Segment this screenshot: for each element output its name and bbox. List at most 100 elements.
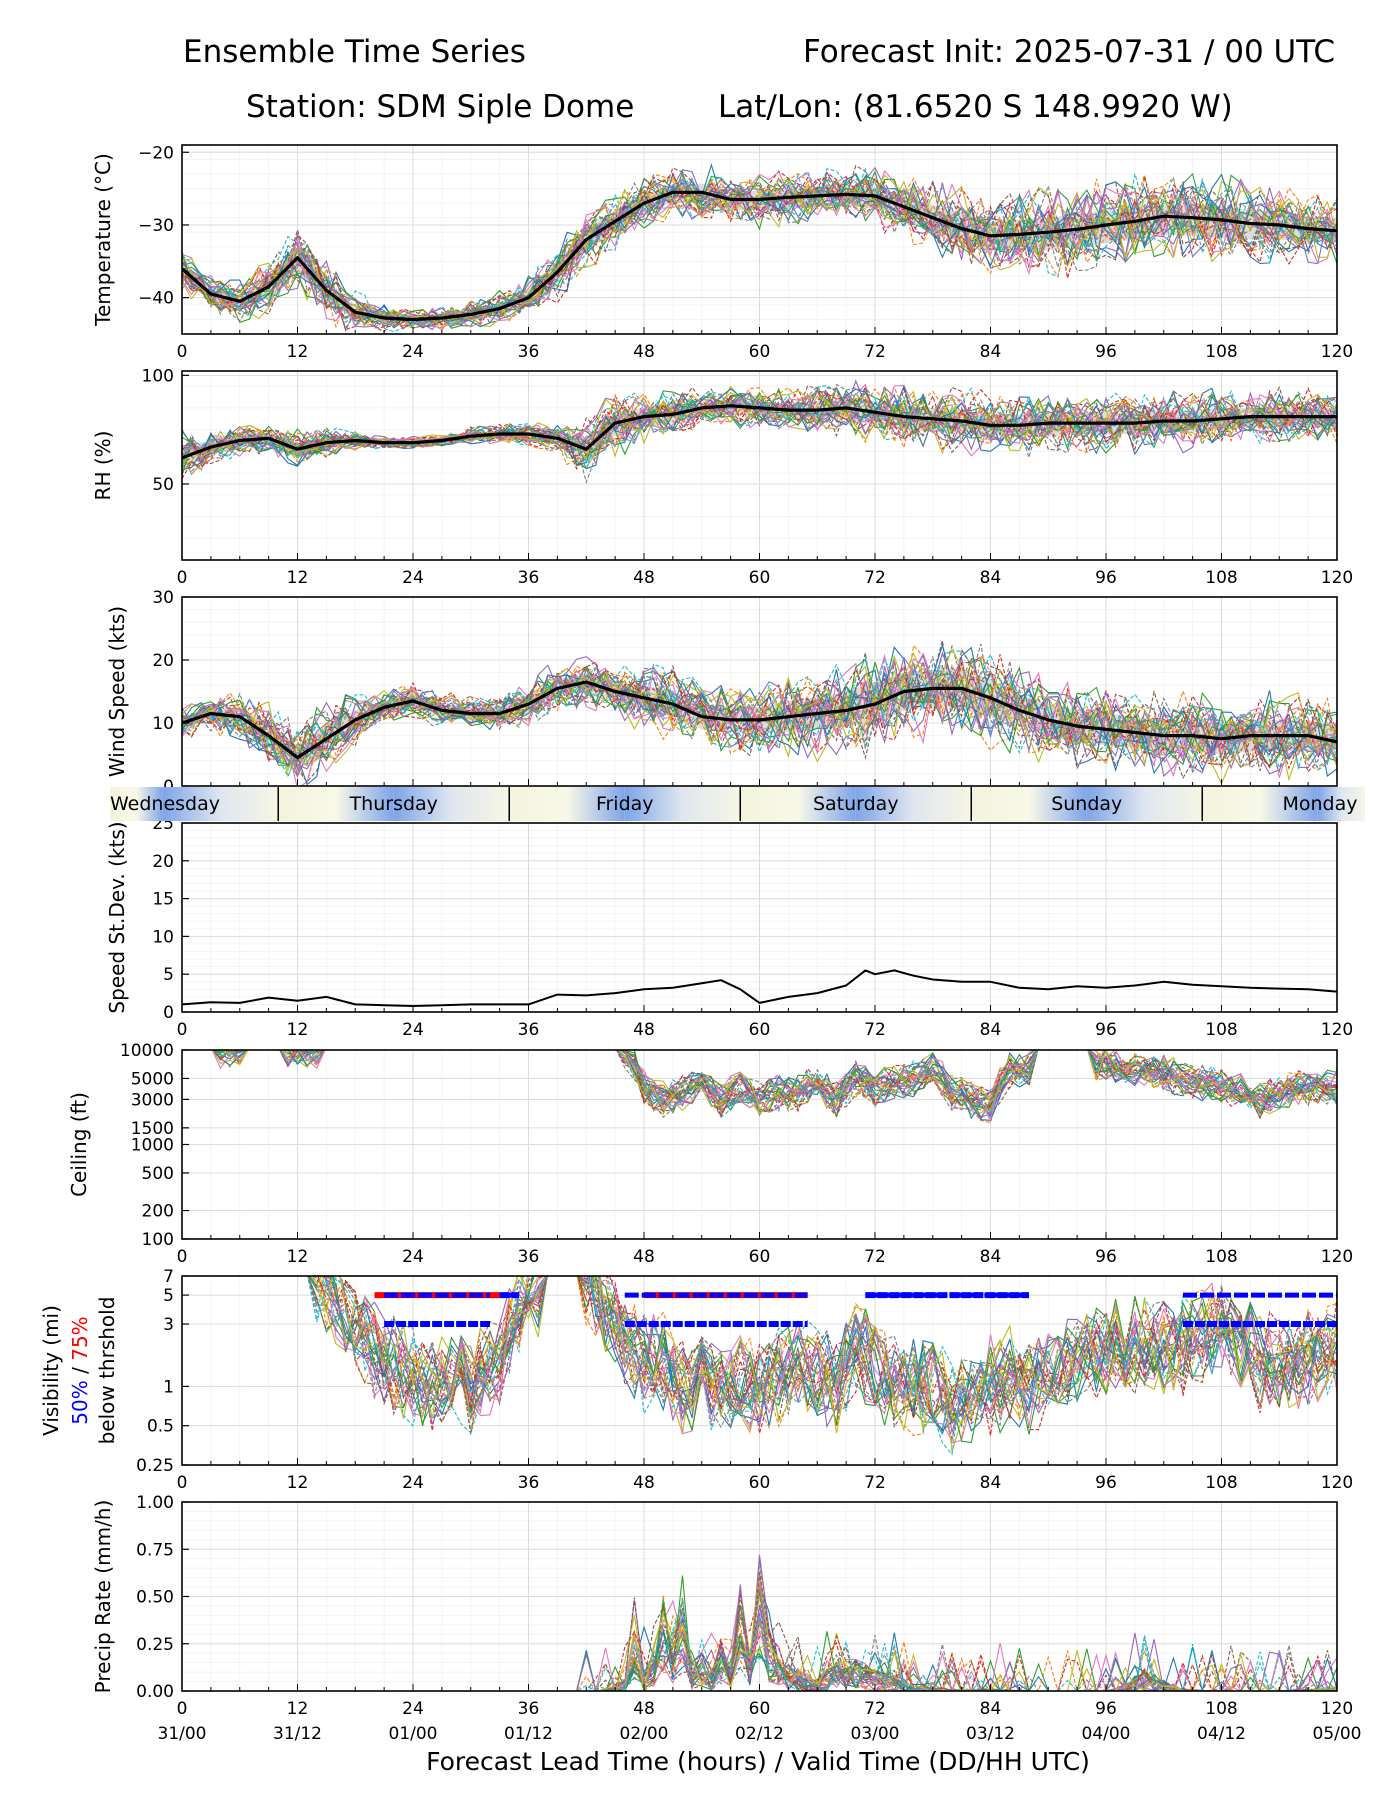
x-tick-label: 0 (177, 1020, 188, 1040)
member-line (212, 1050, 1337, 1120)
x-tick-label: 12 (287, 568, 309, 588)
x-tick-label: 72 (864, 1247, 886, 1267)
valid-time-label: 05/00 (1313, 1724, 1362, 1744)
y-axis-label-sub: below thrshold (95, 1297, 119, 1445)
y-tick-label: 0.5 (147, 1417, 174, 1437)
day-label: Friday (596, 793, 654, 815)
member-line (325, 1276, 1337, 1456)
station-label: Station: SDM Siple Dome (246, 89, 634, 125)
title-left: Ensemble Time Series (183, 34, 526, 70)
y-axis-label-thresholds: 50% / 75% (68, 1316, 92, 1424)
day-segment (1202, 787, 1318, 821)
x-tick-label: 120 (1321, 568, 1353, 588)
panel-wind: 3020100Wind Speed (kts) (105, 588, 1338, 797)
member-line (308, 1276, 1337, 1433)
spread-band (182, 399, 1337, 469)
x-tick-label: 84 (980, 1699, 1002, 1719)
y-ticks-rh: 100 50 (142, 366, 189, 495)
valid-time-label: 31/00 (158, 1724, 207, 1744)
y-tick-label: 500 (142, 1164, 174, 1184)
y-tick-label: 30 (152, 588, 174, 608)
day-label: Sunday (1051, 793, 1122, 815)
x-ticks-rh: 0 12 24 36 48 60 72 84 96 108 120 (177, 553, 1353, 588)
x-tick-label: 24 (402, 568, 424, 588)
x-tick-label: 108 (1205, 1247, 1237, 1267)
x-tick-label: 36 (518, 1247, 540, 1267)
x-tick-label: 108 (1205, 568, 1237, 588)
y-tick-label: 3000 (131, 1090, 174, 1110)
x-tick-label: 48 (633, 1699, 655, 1719)
y-tick-label: 7 (163, 1267, 174, 1287)
ensemble-mean-line (182, 680, 1337, 760)
x-tick-label: 84 (980, 342, 1002, 362)
x-tick-label: 48 (633, 342, 655, 362)
plot-panels: −20−30−400 12 24 36 48 60 72 84 96 108 120Temperat… (39, 143, 1365, 1744)
member-line (218, 1050, 1337, 1110)
member-line (182, 662, 1337, 778)
x-tick-label: 36 (518, 1699, 540, 1719)
x-tick-label: 36 (518, 568, 540, 588)
member-line (182, 658, 1337, 768)
member-line (182, 1554, 1337, 1691)
member-line (182, 1584, 1337, 1691)
y-tick-label: 0 (163, 1003, 174, 1023)
day-label: Saturday (813, 793, 899, 815)
x-tick-label: 120 (1321, 342, 1353, 362)
valid-time-label: 01/00 (389, 1724, 438, 1744)
x-tick-label: 36 (518, 342, 540, 362)
y-axis-label: Speed St.Dev. (kts) (105, 821, 129, 1013)
y-tick-label: 5 (163, 965, 174, 985)
ensemble-mean-line (182, 190, 1337, 322)
member-line (182, 1600, 1337, 1691)
y-tick-label: 1.00 (136, 1493, 174, 1513)
x-axis-label: Forecast Lead Time (hours) / Valid Time … (426, 1747, 1090, 1776)
member-line (182, 1589, 1337, 1691)
member-line (309, 1276, 1337, 1435)
member-line (182, 386, 1337, 451)
members-ceiling (211, 1050, 1337, 1124)
y-tick-label: 15 (152, 890, 174, 910)
member-line (308, 1276, 1337, 1441)
y-tick-label: 1 (163, 1377, 174, 1397)
member-line (182, 1558, 1337, 1691)
member-line (218, 1050, 1337, 1122)
y-axis-label: Wind Speed (kts) (105, 606, 129, 777)
day-label: Monday (1282, 793, 1357, 815)
y-ticks-temperature: −20 −30 −40 (138, 143, 189, 309)
day-segment (509, 787, 625, 821)
x-tick-label: 60 (749, 1699, 771, 1719)
day-label: Thursday (349, 793, 438, 815)
y-tick-label: 100 (142, 1230, 174, 1250)
member-line (182, 660, 1337, 778)
x-tick-label: 108 (1205, 1699, 1237, 1719)
threshold-sep-label: / (68, 1361, 92, 1380)
x-tick-label: 84 (980, 568, 1002, 588)
day-segment (110, 787, 163, 821)
members-visibility (307, 1276, 1337, 1456)
y-tick-label: 0.25 (136, 1635, 174, 1655)
valid-time-labels: 31/00 31/12 01/00 01/12 02/00 02/12 03/00 03/12… (158, 1724, 1362, 1744)
y-ticks-visibility: 75 3 1 0.5 0.25 (136, 1267, 189, 1476)
y-axis-label: Precip Rate (mm/h) (91, 1500, 115, 1694)
valid-time-label: 04/00 (1082, 1724, 1131, 1744)
ensemble-mean-line (182, 404, 1337, 460)
grid-wind (181, 596, 1338, 787)
member-line (182, 646, 1337, 766)
x-tick-label: 48 (633, 1473, 655, 1493)
grid-stdev (181, 822, 1338, 1013)
y-tick-label: 10 (152, 927, 174, 947)
x-tick-label: 108 (1205, 342, 1237, 362)
threshold-50-label: 50% (68, 1380, 92, 1424)
chart-header: Ensemble Time Series Forecast Init: 2025… (183, 34, 1335, 125)
x-tick-label: 84 (980, 1247, 1002, 1267)
member-line (308, 1276, 1337, 1444)
day-segment (1317, 787, 1365, 821)
member-line (182, 1587, 1337, 1691)
x-ticks-temperature: 0 12 24 36 48 60 72 84 96 108 120 (177, 327, 1353, 362)
member-line (182, 647, 1337, 786)
member-line (182, 1631, 1337, 1691)
